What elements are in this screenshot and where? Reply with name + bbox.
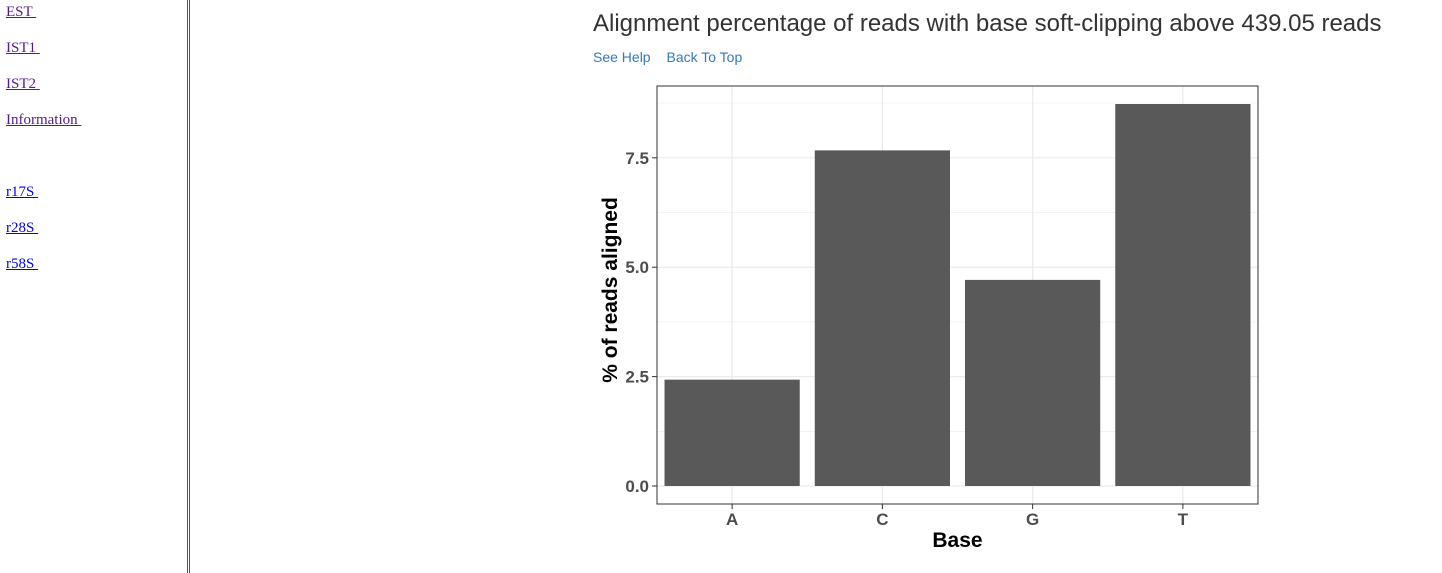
x-tick-label: A	[726, 510, 738, 529]
bar-c	[814, 150, 950, 486]
bar-a	[664, 379, 800, 486]
sidebar-item-r58s[interactable]: r58S	[6, 256, 39, 272]
sidebar-item-ist2[interactable]: IST2	[6, 76, 40, 92]
y-tick-label: 7.5	[625, 149, 649, 168]
panel-border	[656, 85, 1259, 505]
y-tick-label: 0.0	[625, 477, 649, 496]
bar-g	[965, 279, 1101, 486]
x-tick-label: G	[1026, 510, 1039, 529]
see-help-link[interactable]: See Help	[593, 49, 651, 65]
sidebar: EST IST1 IST2 Information r17S r28S r58S	[0, 0, 190, 573]
back-to-top-link[interactable]: Back To Top	[666, 49, 743, 65]
sidebar-item-information[interactable]: Information	[6, 112, 82, 128]
bars	[664, 104, 1251, 486]
bar-t	[1115, 104, 1251, 486]
sidebar-item-ist1[interactable]: IST1	[6, 40, 40, 56]
y-tick-label: 2.5	[625, 368, 649, 387]
y-ticks: 0.0 2.5 5.0 7.5	[625, 149, 657, 496]
section-links: See Help Back To Top	[593, 49, 754, 65]
section-title: Alignment percentage of reads with base …	[593, 10, 1382, 37]
x-tick-label: T	[1178, 510, 1189, 529]
y-tick-label: 5.0	[625, 258, 649, 277]
x-tick-label: C	[876, 510, 888, 529]
sidebar-item-r17s[interactable]: r17S	[6, 184, 39, 200]
x-axis-title: Base	[932, 529, 982, 552]
sidebar-item-est[interactable]: EST	[6, 4, 37, 20]
soft-clipping-bar-chart: 0.0 2.5 5.0 7.5 A C G T Base % of reads aligne…	[599, 85, 1259, 552]
sidebar-item-r28s[interactable]: r28S	[6, 220, 39, 236]
y-axis-title: % of reads aligned	[599, 197, 622, 383]
